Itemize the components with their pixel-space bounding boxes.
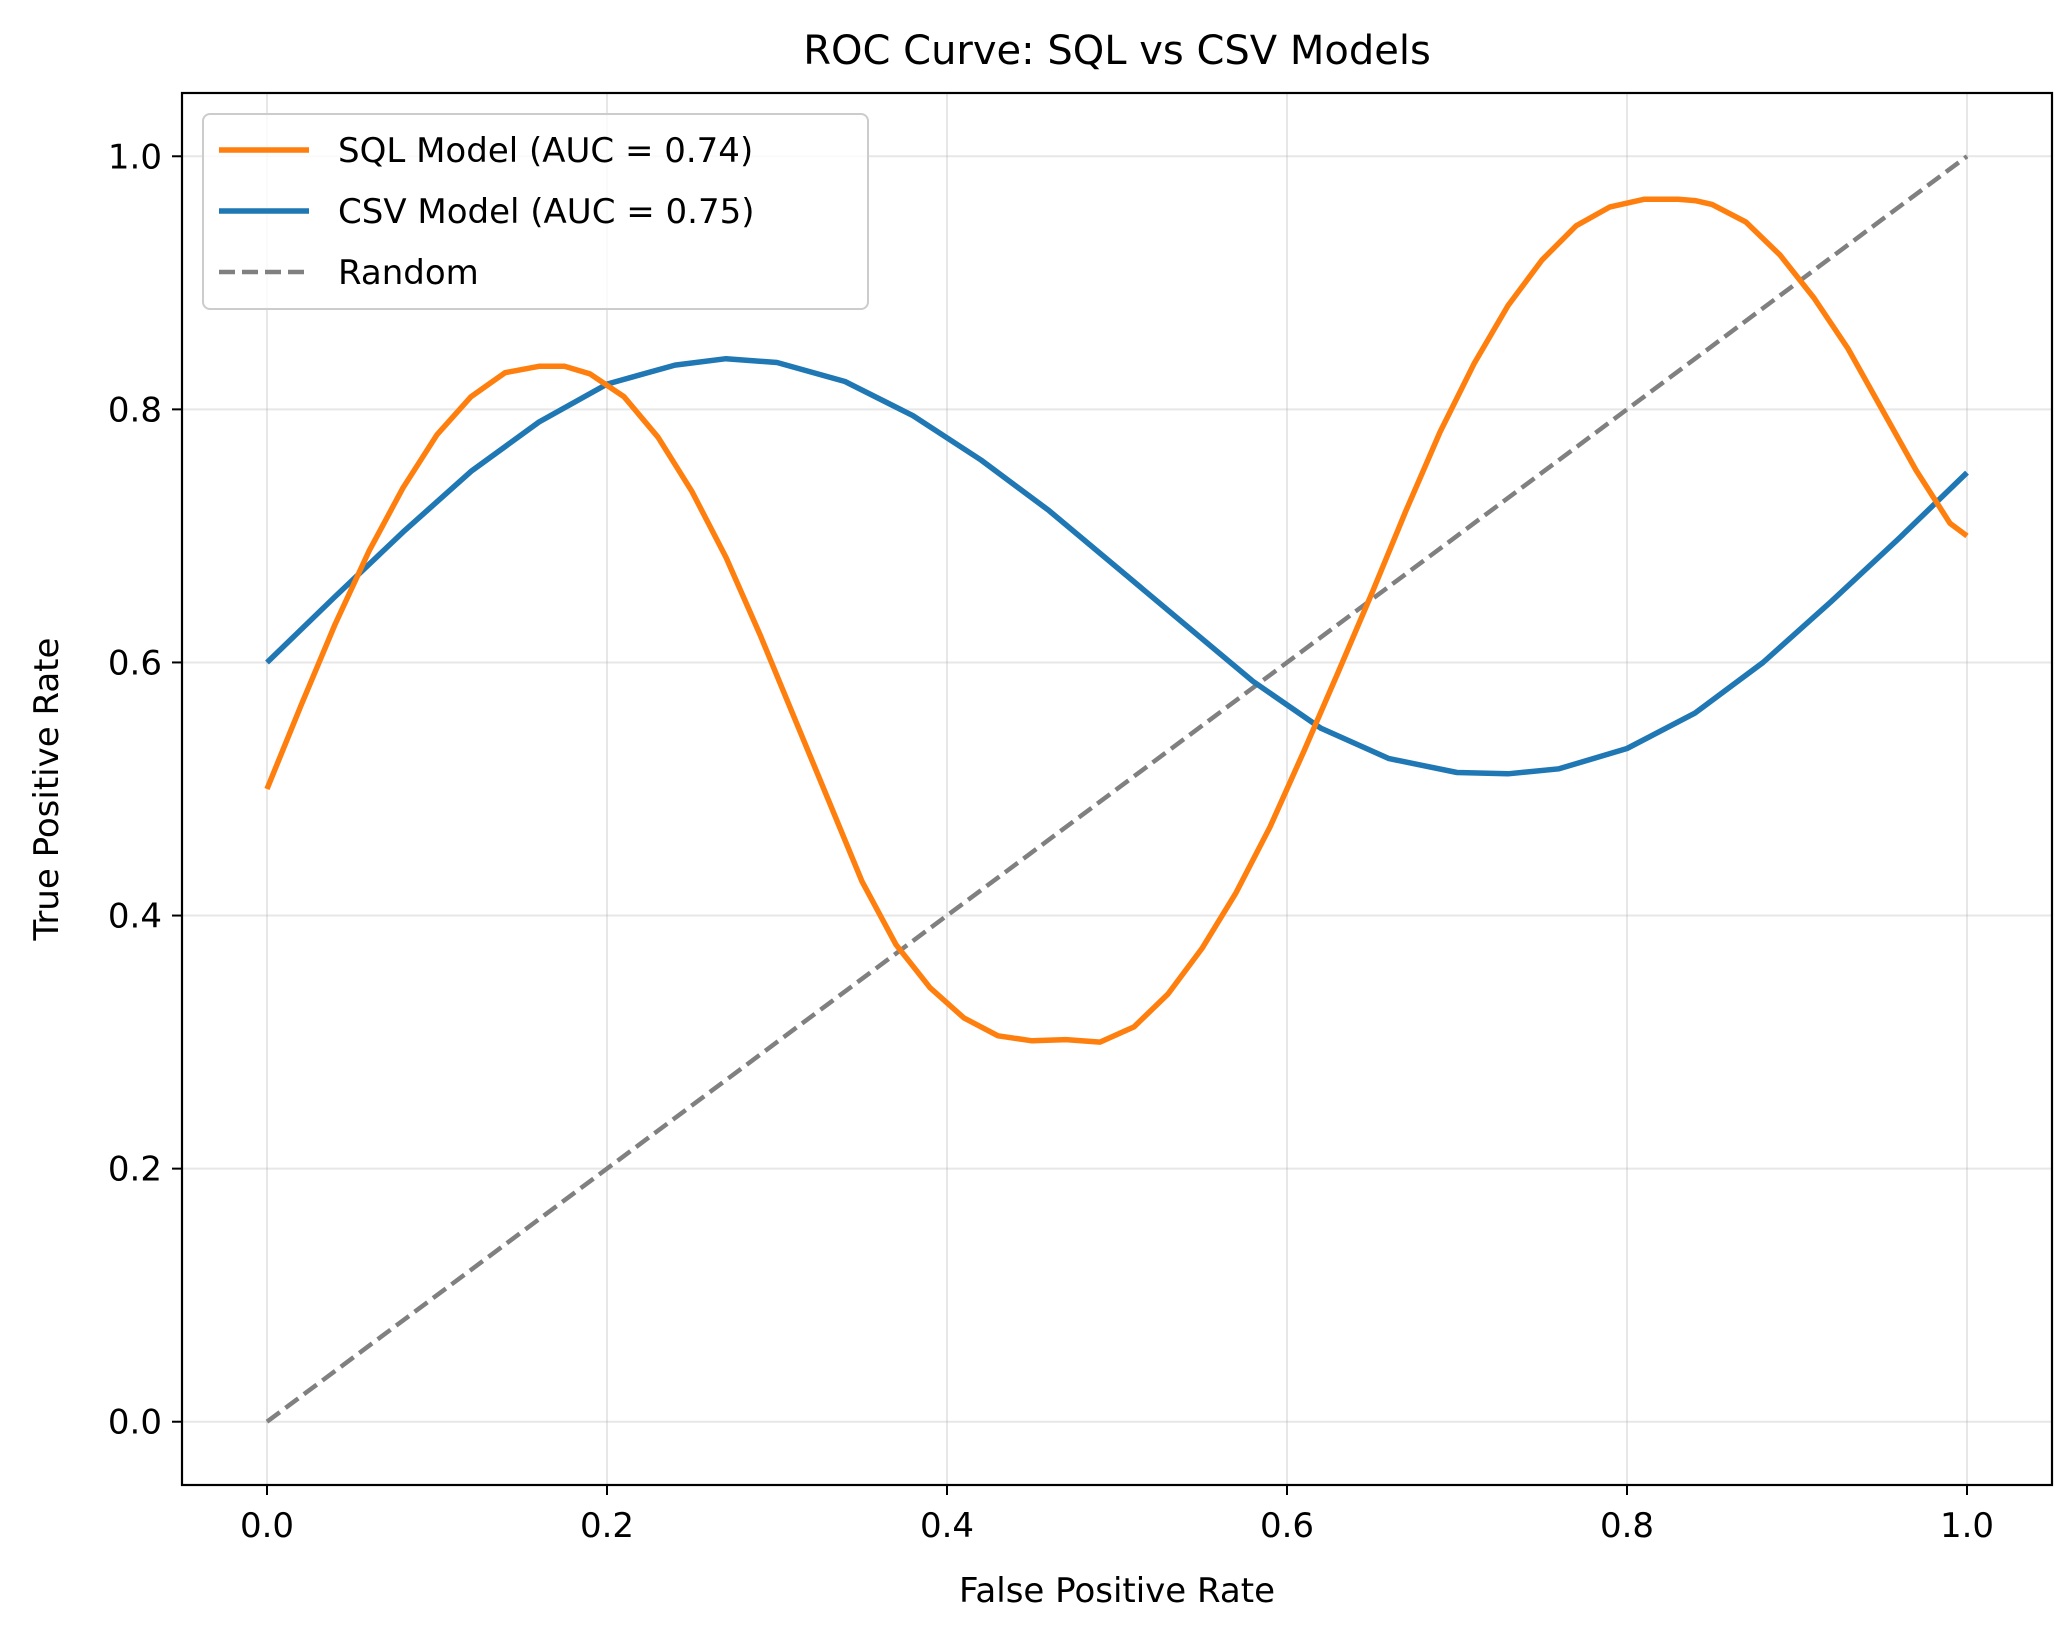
x-tick-label: 1.0 xyxy=(1940,1506,1994,1546)
y-tick-label: 0.2 xyxy=(108,1150,162,1190)
y-tick-label: 1.0 xyxy=(108,137,162,177)
y-tick-label: 0.0 xyxy=(108,1403,162,1443)
x-tick-label: 0.6 xyxy=(1260,1506,1314,1546)
x-tick-label: 0.4 xyxy=(920,1506,974,1546)
x-tick-label: 0.2 xyxy=(580,1506,634,1546)
random-baseline-line xyxy=(265,154,1969,1424)
y-axis-label: True Positive Rate xyxy=(27,638,67,942)
legend-box xyxy=(202,113,869,310)
y-tick-label: 0.6 xyxy=(108,643,162,683)
legend: SQL Model (AUC = 0.74) CSV Model (AUC = … xyxy=(202,113,869,310)
legend-label-random: Random xyxy=(338,253,479,293)
chart-title: ROC Curve: SQL vs CSV Models xyxy=(803,28,1431,74)
y-tick-label: 0.8 xyxy=(108,390,162,430)
sql-model-line xyxy=(264,196,1969,1045)
y-tick-label: 0.4 xyxy=(108,897,162,937)
grid-lines xyxy=(182,93,2052,1485)
x-axis-label: False Positive Rate xyxy=(959,1571,1275,1611)
legend-label-csv: CSV Model (AUC = 0.75) xyxy=(338,192,755,232)
x-axis-ticks: 0.0 0.2 0.4 0.6 0.8 1.0 xyxy=(240,1485,1994,1546)
y-axis-ticks: 0.0 0.2 0.4 0.6 0.8 1.0 xyxy=(108,137,182,1443)
legend-label-sql: SQL Model (AUC = 0.74) xyxy=(338,131,753,171)
x-tick-label: 0.0 xyxy=(240,1506,294,1546)
series-lines xyxy=(264,154,1969,1424)
csv-model-line xyxy=(265,355,1969,777)
axes-frame xyxy=(180,91,2054,1487)
x-tick-label: 0.8 xyxy=(1600,1506,1654,1546)
